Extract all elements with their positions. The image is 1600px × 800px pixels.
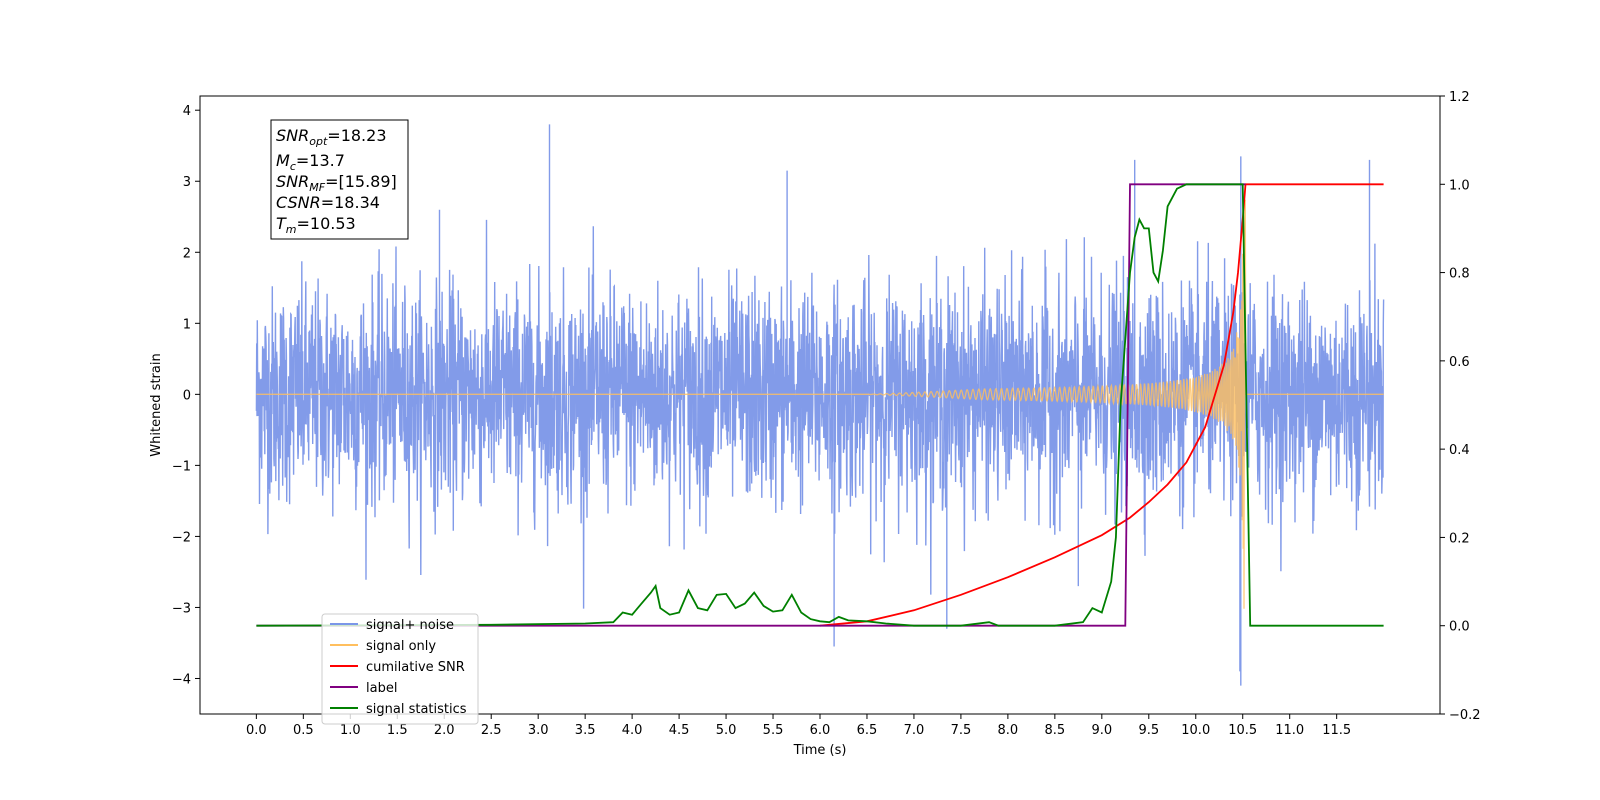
y-tick-left-label: −3	[172, 601, 191, 616]
x-tick-label: 8.0	[998, 723, 1019, 738]
x-tick-label: 9.5	[1138, 723, 1159, 738]
y-tick-right-label: 0.8	[1449, 267, 1470, 282]
y-axis-left: 4 3 2 1 0 −1 −2 −3 −4	[172, 104, 200, 687]
x-tick-label: 10.0	[1181, 723, 1210, 738]
y-tick-left-label: −1	[172, 459, 191, 474]
y-tick-right-label: 0.6	[1449, 355, 1470, 370]
x-tick-label: 3.0	[528, 723, 549, 738]
x-axis: 0.0 0.5 1.0 1.5 2.0 2.5 3.0 3.5 4.0 4.5 5.0 5.5 6.0 6…	[246, 714, 1351, 738]
x-tick-label: 2.5	[481, 723, 502, 738]
annotation-snr-opt: SNRopt=18.23	[276, 126, 387, 148]
y-tick-right-label: 0.2	[1449, 531, 1470, 546]
y-tick-left-label: 1	[183, 317, 191, 332]
annotation-csnr: CSNR=18.34	[276, 193, 380, 212]
x-tick-label: 0.0	[246, 723, 267, 738]
x-tick-label: 10.5	[1228, 723, 1257, 738]
x-tick-label: 6.5	[857, 723, 878, 738]
y-tick-left-label: 2	[183, 246, 191, 261]
x-tick-label: 4.5	[669, 723, 690, 738]
annotation-snr-mf: SNRMF=[15.89]	[276, 172, 397, 194]
annotation-tm: Tm=10.53	[276, 214, 356, 236]
y-tick-left-label: 3	[183, 175, 191, 190]
x-tick-label: 11.0	[1275, 723, 1304, 738]
series-signal-noise	[255, 124, 1385, 686]
x-tick-label: 8.5	[1045, 723, 1066, 738]
y-tick-left-label: 0	[183, 388, 191, 403]
y-tick-left-label: −4	[172, 672, 191, 687]
y-axis-label: Whitened strain	[149, 353, 164, 456]
x-tick-label: 7.5	[951, 723, 972, 738]
x-tick-label: 4.0	[622, 723, 643, 738]
legend-label: signal+ noise	[366, 618, 454, 633]
y-tick-left-label: 4	[183, 104, 191, 119]
y-tick-right-label: −0.2	[1449, 708, 1481, 723]
legend-label: signal only	[366, 639, 436, 654]
y-tick-right-label: 1.0	[1449, 178, 1470, 193]
legend: signal+ noise signal only cumilative SNR la…	[321, 613, 479, 725]
x-tick-label: 0.5	[293, 723, 314, 738]
y-axis-right: 1.2 1.0 0.8 0.6 0.4 0.2 0.0 −0.2	[1440, 90, 1481, 723]
x-tick-label: 6.0	[810, 723, 831, 738]
legend-label: cumilative SNR	[366, 660, 465, 675]
series-signal-statistics	[256, 183, 1384, 627]
x-tick-label: 7.0	[904, 723, 925, 738]
x-tick-label: 2.0	[434, 723, 455, 738]
legend-label: label	[366, 681, 397, 696]
y-tick-right-label: 0.4	[1449, 443, 1470, 458]
x-tick-label: 3.5	[575, 723, 596, 738]
x-tick-label: 5.0	[716, 723, 737, 738]
annotation-box: SNRopt=18.23 Mc=13.7 SNRMF=[15.89] CSNR=…	[270, 119, 409, 240]
series-layer	[255, 124, 1385, 686]
x-tick-label: 1.0	[340, 723, 361, 738]
x-tick-label: 5.5	[763, 723, 784, 738]
y-tick-right-label: 1.2	[1449, 90, 1470, 105]
x-tick-label: 9.0	[1091, 723, 1112, 738]
x-tick-label: 1.5	[387, 723, 408, 738]
x-tick-label: 11.5	[1322, 723, 1351, 738]
annotation-mc: Mc=13.7	[276, 151, 345, 173]
y-tick-right-label: 0.0	[1449, 620, 1470, 635]
legend-label: signal statistics	[366, 702, 467, 717]
x-axis-label: Time (s)	[793, 743, 847, 758]
series-signal-only	[256, 199, 1384, 609]
y-tick-left-label: −2	[172, 530, 191, 545]
